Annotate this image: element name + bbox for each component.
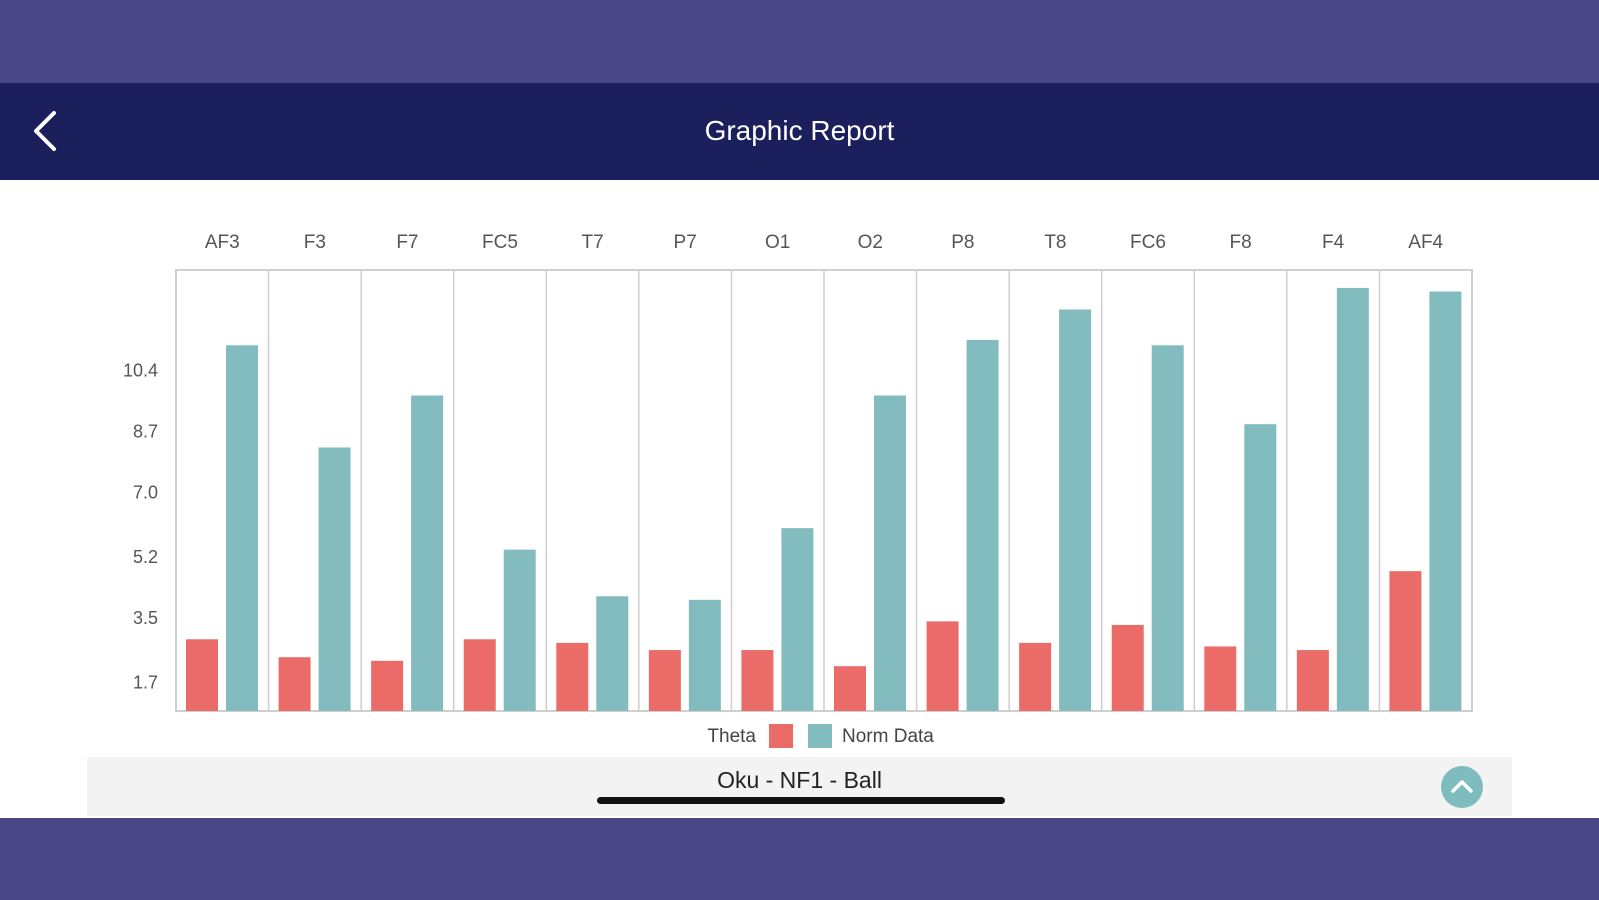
report-footer: Oku - NF1 - Ball [87, 757, 1512, 816]
bar-norm-data [1151, 345, 1184, 711]
x-tick-label: O2 [858, 232, 883, 253]
nav-bar: Graphic Report [0, 83, 1599, 180]
expand-button[interactable] [1441, 766, 1483, 808]
bar-theta [278, 657, 311, 711]
x-tick-label: FC6 [1130, 232, 1166, 253]
x-tick-label: AF4 [1408, 232, 1443, 253]
y-tick-label: 3.5 [133, 608, 158, 628]
report-name: Oku - NF1 - Ball [717, 767, 882, 793]
bar-norm-data [1429, 291, 1462, 711]
bar-norm-data [596, 596, 629, 711]
bar-theta [186, 639, 218, 711]
x-tick-label: AF3 [205, 232, 240, 253]
bar-theta [1019, 642, 1052, 711]
y-tick-label: 7.0 [133, 482, 158, 502]
bar-theta [1204, 646, 1237, 711]
status-bar-area [0, 0, 1599, 83]
bar-norm-data [1336, 287, 1369, 711]
bar-theta [1111, 624, 1144, 711]
legend-swatch-theta [769, 724, 793, 748]
y-tick-label: 8.7 [133, 421, 158, 441]
bar-norm-data [781, 528, 814, 711]
bar-theta [1389, 571, 1422, 711]
bar-norm-data [411, 395, 444, 711]
y-tick-label: 5.2 [133, 547, 158, 567]
back-button[interactable] [28, 109, 68, 153]
bar-norm-data [503, 549, 536, 711]
bar-norm-data [1059, 309, 1092, 711]
x-tick-label: T7 [581, 232, 603, 253]
chevron-up-icon [1451, 780, 1473, 793]
x-tick-label: P7 [674, 232, 697, 253]
bar-norm-data [1244, 424, 1277, 711]
page-title: Graphic Report [704, 115, 895, 146]
x-tick-label: F7 [396, 232, 418, 253]
bar-theta [463, 639, 496, 711]
bar-theta [1296, 650, 1329, 711]
x-tick-label: F8 [1229, 232, 1251, 253]
legend-label-theta: Theta [707, 726, 756, 747]
bottom-band [0, 818, 1599, 900]
chevron-left-icon [34, 111, 56, 151]
bar-theta [926, 621, 959, 711]
bar-theta [834, 666, 866, 711]
x-tick-label: F3 [304, 232, 326, 253]
bar-theta [741, 650, 774, 711]
x-tick-label: P8 [951, 232, 974, 253]
x-tick-label: F4 [1322, 232, 1345, 253]
bar-theta [371, 660, 404, 711]
y-tick-label: 1.7 [133, 672, 158, 692]
bar-norm-data [318, 447, 351, 711]
x-tick-label: O1 [765, 232, 790, 253]
bar-chart: 1.7 3.5 5.2 7.0 8.7 10.4 AF3 F3 F7 FC5 T7 P7 O1 O2 P8 T… [123, 232, 1473, 748]
bar-norm-data [874, 395, 906, 711]
x-tick-label: T8 [1044, 232, 1066, 253]
home-indicator[interactable] [597, 797, 1005, 804]
bar-norm-data [226, 345, 258, 711]
legend-swatch-norm-data [808, 724, 832, 748]
x-tick-label: FC5 [482, 232, 518, 253]
bar-theta [556, 642, 589, 711]
y-tick-label: 10.4 [123, 360, 158, 380]
bar-theta [648, 650, 681, 711]
bar-norm-data [688, 599, 721, 711]
legend-label-norm-data: Norm Data [842, 726, 934, 747]
bar-norm-data [966, 339, 999, 711]
